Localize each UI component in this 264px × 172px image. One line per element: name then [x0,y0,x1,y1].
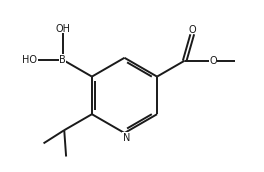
Text: HO: HO [22,55,37,65]
Text: O: O [209,56,217,66]
Text: N: N [123,133,130,143]
Text: O: O [188,25,196,35]
Text: OH: OH [55,24,70,34]
Text: B: B [59,55,66,65]
